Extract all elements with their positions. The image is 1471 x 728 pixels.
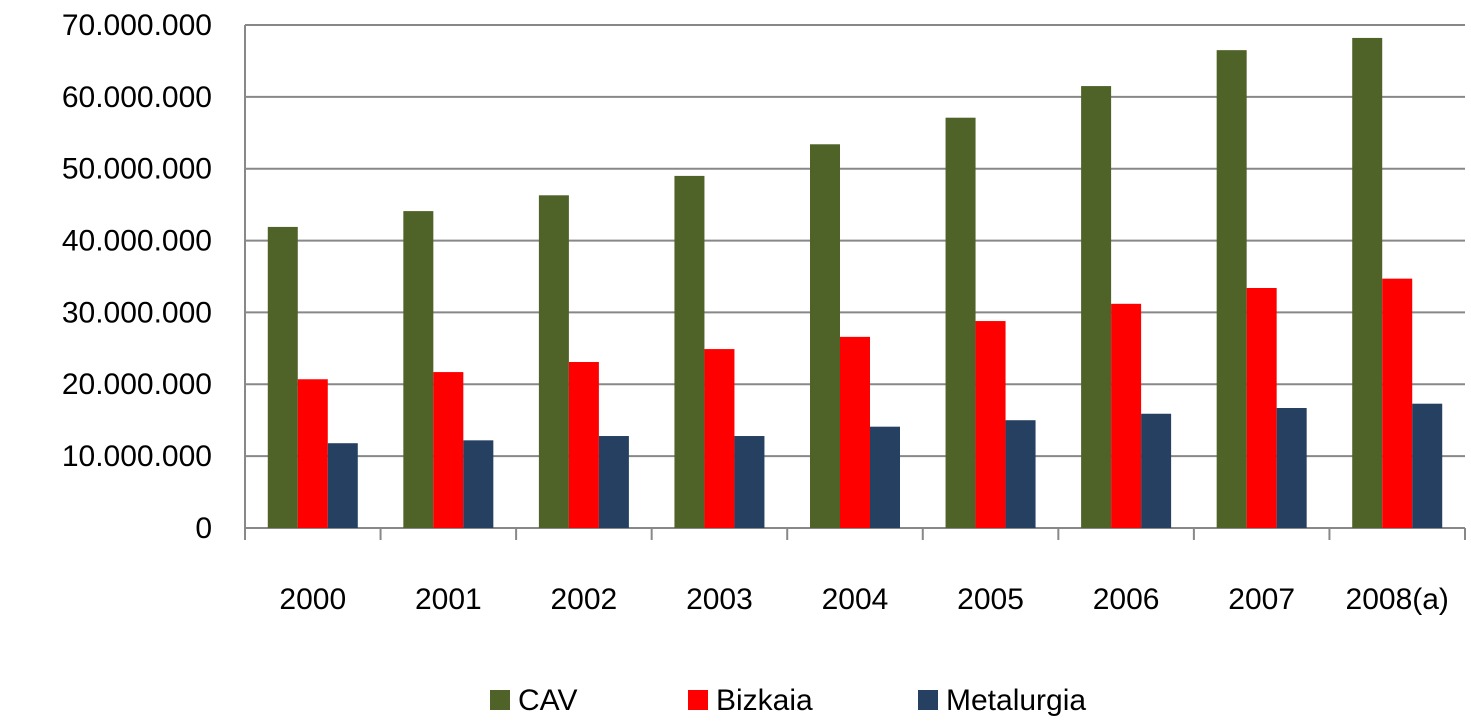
bar (1141, 413, 1172, 528)
bar (704, 349, 735, 528)
bar (1111, 303, 1142, 528)
bar (1216, 50, 1247, 529)
bar (975, 321, 1006, 528)
legend-swatch (688, 690, 708, 710)
bar (1352, 37, 1383, 528)
bar (1246, 287, 1277, 528)
bar (674, 175, 705, 528)
legend-swatch (490, 690, 510, 710)
bar (734, 436, 765, 528)
y-tick-label: 0 (195, 512, 212, 545)
x-tick-label: 2008(a) (1346, 583, 1449, 616)
bar (267, 226, 298, 528)
legend-swatch (918, 690, 938, 710)
y-tick-label: 50.000.000 (62, 153, 212, 186)
x-tick-label: 2007 (1228, 583, 1295, 616)
bar (1081, 86, 1112, 528)
x-tick-label: 2005 (957, 583, 1024, 616)
bar (538, 195, 569, 528)
bar (1276, 407, 1307, 528)
y-tick-label: 70.000.000 (62, 9, 212, 42)
bar (327, 443, 358, 528)
bar (870, 426, 900, 528)
bar (810, 144, 840, 529)
bar (403, 211, 434, 529)
legend-label: CAV (518, 684, 577, 717)
y-tick-label: 10.000.000 (62, 440, 212, 473)
bar (945, 117, 976, 529)
y-tick-label: 30.000.000 (62, 296, 212, 329)
bar (568, 362, 599, 528)
bar (598, 436, 629, 528)
bar (1412, 403, 1443, 528)
bar (297, 379, 328, 528)
bar (433, 372, 464, 528)
x-tick-label: 2000 (279, 583, 346, 616)
bar (463, 440, 494, 528)
legend-label: Bizkaia (716, 684, 813, 717)
bar (1382, 278, 1413, 528)
y-tick-label: 40.000.000 (62, 224, 212, 257)
x-tick-label: 2006 (1093, 583, 1160, 616)
x-tick-label: 2004 (822, 583, 889, 616)
bar (840, 336, 870, 528)
x-tick-label: 2001 (415, 583, 482, 616)
legend-label: Metalurgia (946, 684, 1086, 717)
y-tick-label: 20.000.000 (62, 368, 212, 401)
x-tick-label: 2002 (551, 583, 618, 616)
y-tick-label: 60.000.000 (62, 81, 212, 114)
bar (1005, 420, 1036, 528)
x-tick-label: 2003 (686, 583, 753, 616)
